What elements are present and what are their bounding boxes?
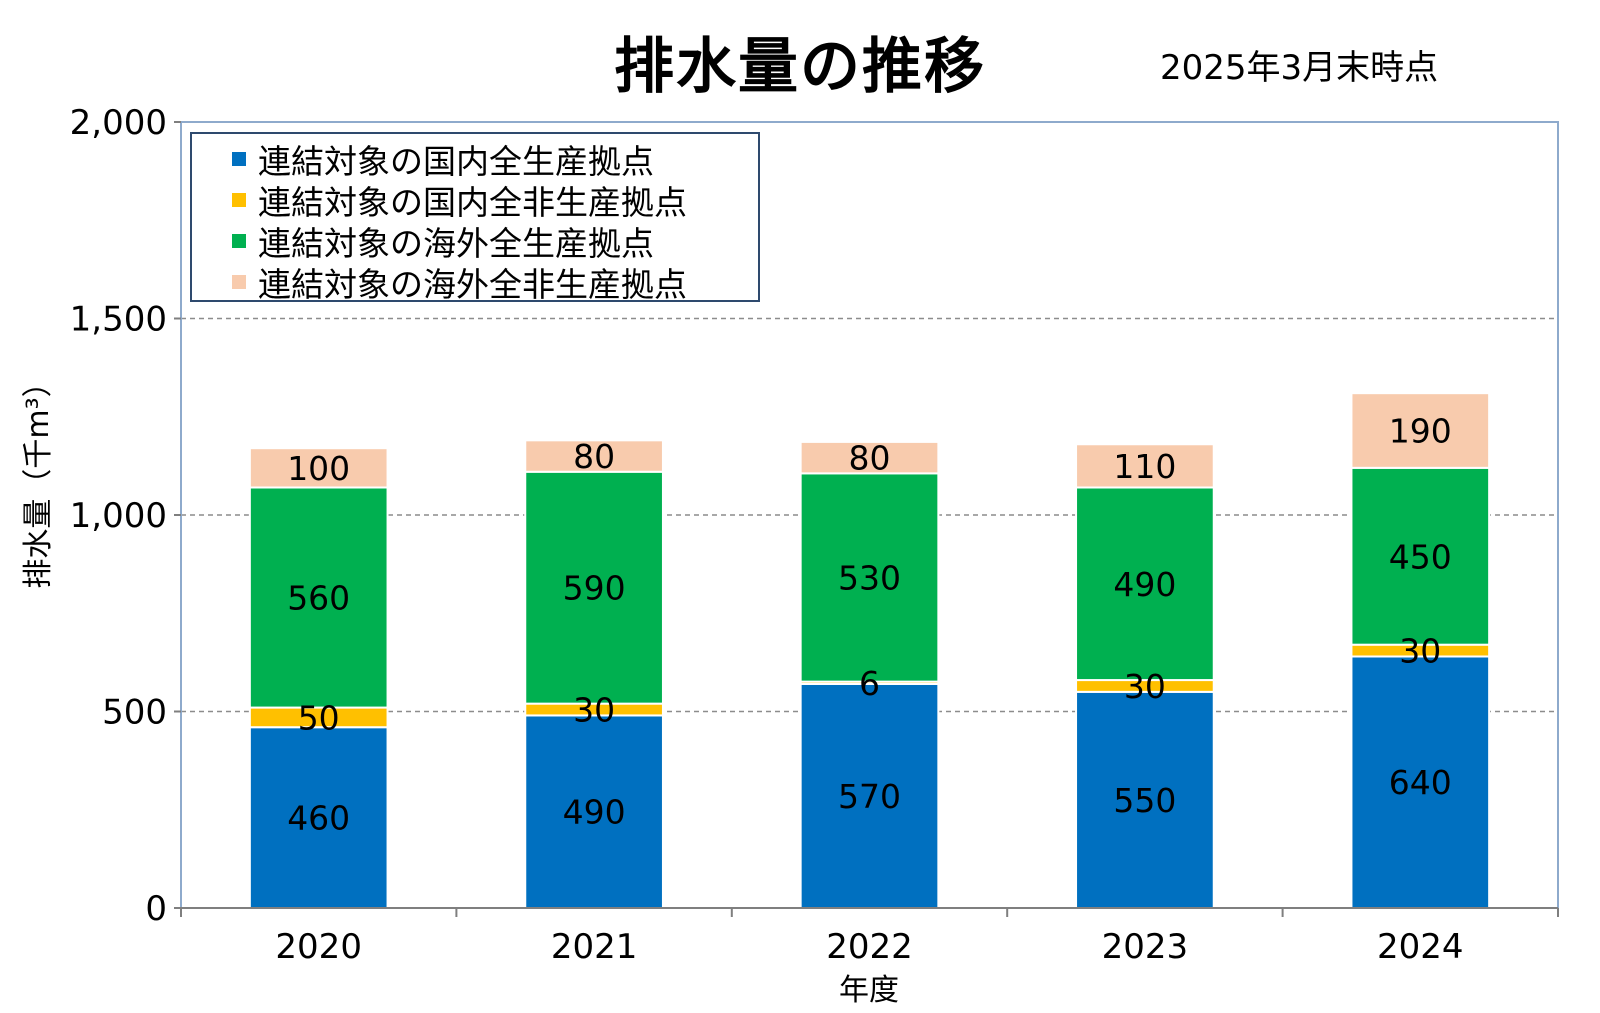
data-label: 570: [838, 777, 901, 816]
chart-title: 排水量の推移: [614, 32, 986, 102]
legend-swatch: [232, 192, 246, 207]
chart-date-note: 2025年3月末時点: [1160, 48, 1439, 88]
data-label: 490: [563, 793, 626, 832]
x-tick-label: 2020: [275, 927, 362, 967]
data-label: 560: [287, 579, 350, 618]
bar-segment: [524, 470, 664, 705]
data-label: 80: [849, 439, 891, 478]
data-label: 30: [1124, 667, 1166, 706]
bar-segment: [248, 486, 389, 709]
y-tick-label: 500: [102, 693, 167, 733]
data-label: 30: [573, 691, 615, 730]
legend-swatch: [232, 233, 246, 248]
bar-segment: [524, 439, 664, 473]
y-tick-label: 0: [145, 889, 167, 929]
y-tick-label: 1,000: [70, 496, 167, 536]
data-label: 490: [1113, 565, 1176, 604]
data-label: 30: [1399, 632, 1441, 671]
data-label: 110: [1113, 447, 1176, 486]
data-label: 80: [573, 437, 615, 476]
legend-label: 連結対象の海外全生産拠点: [258, 223, 654, 263]
data-label: 100: [287, 449, 350, 488]
bar-segment: [248, 447, 389, 489]
legend-item: 連結対象の国内全非生産拠点: [232, 179, 758, 222]
y-tick-label: 1,500: [70, 300, 167, 340]
data-label: 550: [1113, 781, 1176, 820]
data-label: 190: [1389, 412, 1452, 451]
data-label: 640: [1389, 763, 1452, 802]
axes: 0 500 1,000 1,500 2,000 2020 2021 2022 2023 2024: [70, 103, 1559, 967]
bar-segment: [248, 726, 389, 909]
y-tick-label: 2,000: [70, 103, 167, 143]
y-axis-title: 排水量（千m³）: [21, 367, 56, 588]
legend-label: 連結対象の国内全生産拠点: [258, 141, 654, 181]
legend-swatch: [232, 151, 246, 166]
legend: 連結対象の国内全生産拠点 連結対象の国内全非生産拠点 連結対象の海外全生産拠点 連結対…: [190, 132, 760, 304]
bar-segment: [1075, 443, 1215, 489]
legend-label: 連結対象の国内全非生産拠点: [258, 182, 687, 222]
x-tick-label: 2023: [1102, 927, 1189, 967]
bar-segment: [1350, 392, 1491, 469]
legend-item: 連結対象の海外全非生産拠点: [232, 261, 758, 304]
data-label: 530: [838, 558, 901, 597]
bar-segment: [799, 440, 940, 475]
bar-segment: [1075, 486, 1215, 682]
data-label: 590: [563, 569, 626, 608]
data-label: 450: [1389, 537, 1452, 576]
bars: [248, 392, 1491, 909]
x-tick-label: 2021: [551, 927, 638, 967]
legend-swatch: [232, 274, 246, 289]
legend-item: 連結対象の国内全生産拠点: [232, 138, 758, 181]
x-tick-label: 2022: [826, 927, 913, 967]
data-labels: 460 50 560 100 490 30 590 80 570 6 530 80 550 30 490 11…: [287, 412, 1452, 838]
data-label: 460: [287, 799, 350, 838]
data-label: 6: [859, 664, 880, 703]
x-axis-title: 年度: [839, 973, 899, 1008]
legend-item: 連結対象の海外全生産拠点: [232, 220, 758, 263]
bar-segment: [1350, 466, 1491, 646]
bar-segment: [799, 472, 940, 683]
bar-segment: [1075, 690, 1215, 909]
x-tick-label: 2024: [1377, 927, 1464, 967]
legend-label: 連結対象の海外全非生産拠点: [258, 264, 687, 304]
data-label: 50: [298, 698, 340, 737]
